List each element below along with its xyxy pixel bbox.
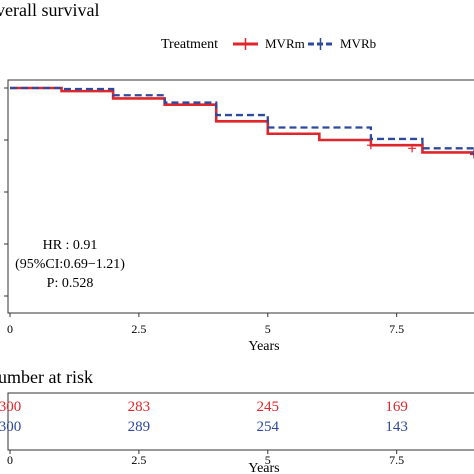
plot-panel [7,79,474,314]
x-tick-label-0: 0 [7,322,13,336]
x-tick-label-1: 2.5 [131,322,146,336]
risk-x-tick-label-3: 7.5 [389,453,404,467]
hr-annotation: HR : 0.91 (95%CI:0.69−1.21) P: 0.528 [15,238,125,291]
x-axis-ticks: 0 2.5 5 7.5 [7,313,404,336]
risk-x-tick-label-2: 5 [265,453,271,467]
risk-table-rows: 300 283 245 169 300 289 254 143 [0,399,408,435]
ci-text: (95%CI:0.69−1.21) [15,257,125,272]
y-axis-ticks [4,87,8,297]
risk-table-title: umber at risk [0,367,93,387]
legend-key-mvrm [233,38,258,50]
survival-curves [10,86,474,159]
legend: Treatment MVRm MVRb [161,36,376,52]
risk-value-mvrm-2: 245 [257,399,280,415]
risk-x-tick-label-1: 2.5 [131,453,146,467]
legend-label-mvrb: MVRb [340,36,376,51]
risk-x-tick-label-0: 0 [7,453,13,467]
x-tick-label-2: 5 [265,322,271,336]
legend-title: Treatment [161,37,218,52]
risk-table-panel [7,392,474,451]
x-axis-title: Years [248,339,279,354]
p-value-text: P: 0.528 [47,276,94,291]
risk-value-mvrm-1: 283 [128,399,151,415]
risk-value-mvrm-0: 300 [0,399,21,415]
risk-value-mvrb-0: 300 [0,419,21,435]
curve-mvrm [10,86,474,154]
risk-value-mvrb-3: 143 [385,419,408,435]
risk-value-mvrm-3: 169 [385,399,408,415]
curve-mvrb [10,86,474,151]
censor-mark-mvrb-0 [470,149,474,158]
censor-mark-mvrm-0 [366,141,375,150]
legend-label-mvrm: MVRm [265,36,305,51]
x-tick-label-3: 7.5 [389,322,404,336]
risk-value-mvrb-2: 254 [257,419,280,435]
risk-table-x-axis-title: Years [248,461,279,474]
risk-table-x-ticks: 0 2.5 5 7.5 [7,450,404,467]
censor-mark-mvrm-1 [408,144,417,153]
censor-mark-mvrm-2 [470,150,474,159]
survival-title: verall survival [0,0,99,20]
risk-value-mvrb-1: 289 [128,419,151,435]
legend-key-mvrb [308,38,333,50]
hr-text: HR : 0.91 [43,238,98,253]
